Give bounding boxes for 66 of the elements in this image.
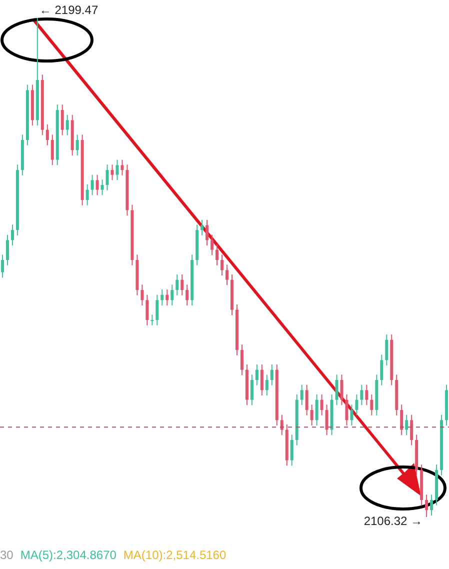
candlestick [226, 264, 228, 286]
candlestick [106, 164, 109, 191]
candlestick [146, 294, 149, 326]
candlestick [176, 274, 179, 296]
candlestick [290, 434, 294, 466]
candlestick [250, 374, 254, 406]
candlestick [380, 354, 384, 386]
candlestick [180, 274, 184, 296]
candlestick [400, 404, 404, 436]
candlestick [345, 394, 348, 426]
candlestick [365, 384, 368, 406]
candlestick [160, 288, 164, 306]
candlestick [66, 114, 69, 136]
candlestick [96, 174, 99, 196]
candlestick [405, 414, 408, 436]
candlestick [200, 219, 204, 236]
text: MA(5):2,304.8670 [20, 548, 116, 562]
candlestick [255, 364, 258, 386]
annotation: 2106.32 → [364, 514, 423, 528]
candlestick [166, 288, 169, 306]
candlestick [10, 224, 14, 246]
candlestick [325, 404, 328, 436]
candlestick [186, 284, 189, 306]
candlestick [156, 294, 159, 326]
candlestick [90, 174, 94, 196]
candlestick [1, 254, 4, 278]
candlestick [206, 219, 209, 246]
candlestick [335, 374, 338, 406]
candlestick [265, 374, 268, 396]
candlestick [370, 394, 374, 416]
candlestick [430, 494, 434, 516]
candlestick [150, 314, 154, 326]
candlestick [425, 494, 428, 517]
candlestick [315, 394, 318, 426]
candlestick [216, 244, 219, 266]
text: 30 [0, 548, 14, 562]
text: ← 2199.47 [39, 3, 98, 17]
candlestick [50, 134, 54, 166]
candlestick [240, 344, 244, 376]
candlestick [355, 394, 358, 416]
candlestick [110, 164, 114, 181]
candlestick [260, 364, 264, 396]
candlestick [360, 384, 364, 406]
candlestick [116, 159, 119, 181]
candlestick [350, 404, 354, 426]
text: MA(10):2,514.5160 [123, 548, 226, 562]
candlestick [270, 364, 274, 386]
candlestick [410, 414, 414, 446]
candlestick [86, 184, 89, 206]
candlestick [220, 254, 224, 276]
candlestick [300, 384, 304, 406]
candlestick [120, 159, 124, 176]
candlestick [46, 124, 49, 146]
candlestick [170, 284, 174, 306]
candlestick [305, 384, 308, 416]
candlestick [280, 414, 284, 436]
candlestick [320, 394, 324, 416]
candlestick [76, 134, 79, 156]
candlestick [340, 374, 344, 406]
candlestick [385, 334, 388, 366]
candlestick [100, 179, 104, 196]
candlestick [60, 104, 64, 136]
candlestick [210, 234, 214, 256]
candlestick [140, 284, 144, 306]
candlestick [310, 404, 314, 426]
candlestick [6, 234, 9, 266]
